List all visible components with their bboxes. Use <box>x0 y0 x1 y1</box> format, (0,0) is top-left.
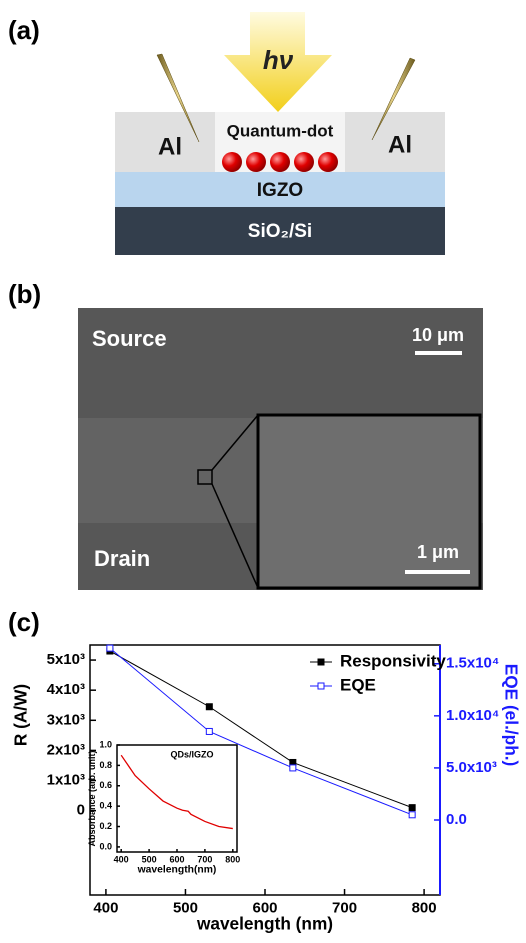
legend-label: EQE <box>340 675 376 694</box>
y-tick-label: 4x10³ <box>47 681 85 698</box>
inset-background <box>117 745 237 852</box>
data-point <box>206 728 212 734</box>
y2-tick-label: 5.0x10³ <box>446 759 497 776</box>
scale-label: 1 μm <box>417 542 459 562</box>
x-tick-label: 600 <box>169 854 184 864</box>
x-tick-label: 500 <box>173 899 198 916</box>
electrode-label: Source <box>92 326 167 351</box>
data-point <box>107 645 113 651</box>
y-axis-label: Absorbance (arb. unit) <box>87 750 97 846</box>
data-point <box>409 812 415 818</box>
x-axis-label: wavelength(nm) <box>137 865 217 876</box>
y-axis-label: R (A/W) <box>11 684 31 746</box>
scale-label: 10 μm <box>412 325 464 345</box>
quantum-dot <box>294 152 314 172</box>
y-tick-label: 1.0 <box>99 739 112 749</box>
panel-label: (b) <box>8 279 41 309</box>
quantum-dot <box>318 152 338 172</box>
legend-marker <box>318 683 324 689</box>
y2-tick-label: 1.5x10⁴ <box>446 655 499 672</box>
quantum-dot <box>270 152 290 172</box>
legend-label: Responsivity <box>340 651 446 670</box>
device-diagram: hν Quantum-dot Al Al IGZO SiO₂/Si <box>115 12 445 255</box>
y-tick-label: 2x10³ <box>47 741 85 758</box>
qd-label: Quantum-dot <box>227 121 334 140</box>
chart-area: 400 500 600 700 800 0 1x10³ 2x10³ 3x10³ 4x10³ 5x10… <box>11 645 522 934</box>
y-tick-label: 5x10³ <box>47 651 85 668</box>
x-tick-label: 500 <box>142 854 157 864</box>
x-tick-label: 400 <box>114 854 129 864</box>
x-tick-label: 700 <box>332 899 357 916</box>
electrode-label: Drain <box>94 546 150 571</box>
data-point <box>290 765 296 771</box>
y-tick-label: 0 <box>77 802 85 819</box>
y-tick-label: 0.4 <box>99 801 112 811</box>
x-tick-label: 400 <box>93 899 118 916</box>
x-axis-label: wavelength (nm) <box>196 914 333 934</box>
chart-title: QDs/IGZO <box>170 749 213 759</box>
zoom-inset <box>258 415 480 588</box>
micrograph: Source Drain 10 μm 1 μm <box>78 308 483 590</box>
x-tick-label: 700 <box>197 854 212 864</box>
x-tick-label: 800 <box>225 854 240 864</box>
y-tick-label: 3x10³ <box>47 711 85 728</box>
y2-axis-label: EQE (el./ph.) <box>501 664 521 767</box>
y-tick-label: 0.2 <box>99 821 112 831</box>
quantum-dot <box>246 152 266 172</box>
y-tick-label: 0.0 <box>99 841 112 851</box>
electrode-label: Al <box>388 131 412 158</box>
y-tick-label: 1x10³ <box>47 772 85 789</box>
substrate-label: SiO₂/Si <box>248 221 312 242</box>
panel-label: (a) <box>8 15 40 45</box>
x-tick-label: 800 <box>412 899 437 916</box>
y-tick-label: 0.8 <box>99 760 112 770</box>
electrode-label: Al <box>158 133 182 160</box>
data-point <box>409 805 415 811</box>
light-label: hν <box>263 45 294 75</box>
y2-tick-label: 1.0x10⁴ <box>446 707 499 724</box>
legend-marker <box>318 659 324 665</box>
quantum-dot <box>222 152 242 172</box>
figure: (a) (b) (c) hν Quantum-dot Al Al IGZO Si… <box>0 0 526 938</box>
panel-label: (c) <box>8 607 40 637</box>
channel-label: IGZO <box>257 180 303 201</box>
y2-tick-label: 0.0 <box>446 811 467 828</box>
data-point <box>206 704 212 710</box>
y-tick-label: 0.6 <box>99 780 112 790</box>
page: {"panel_labels": ["(a)", "(b)", "(c)"], … <box>0 0 526 938</box>
